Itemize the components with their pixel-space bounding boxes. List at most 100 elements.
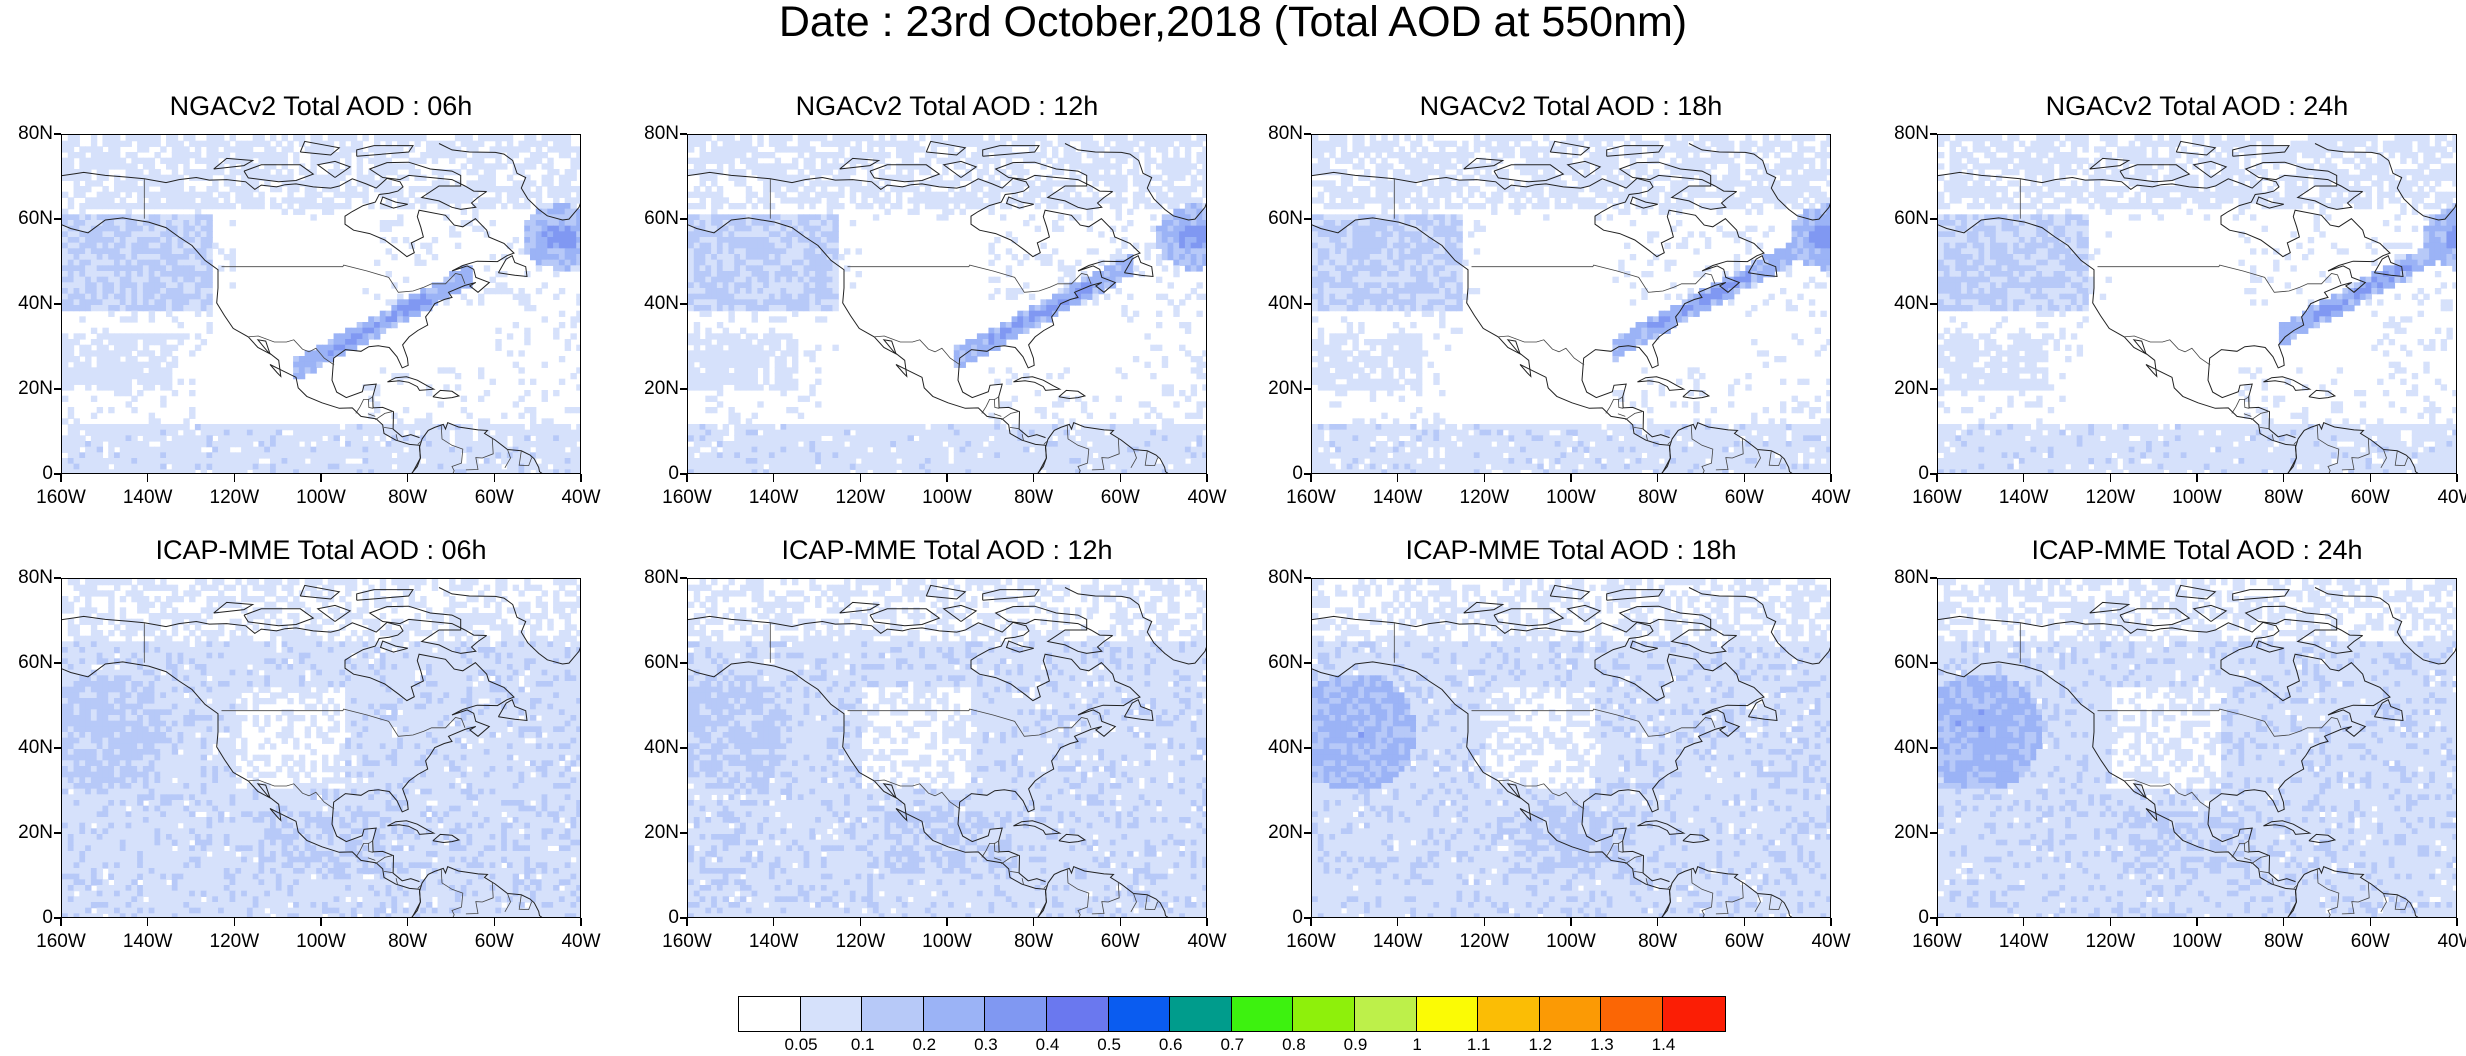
country-border (247, 335, 335, 366)
country-border (2097, 264, 2342, 293)
y-tick (680, 133, 687, 135)
country-border (1768, 450, 1783, 467)
x-tick (2456, 474, 2458, 482)
longitude-label: 140W (118, 488, 178, 508)
longitude-label: 100W (291, 932, 351, 952)
coastline (62, 615, 515, 883)
country-border (1066, 424, 1090, 473)
y-tick (54, 577, 61, 579)
colorbar-swatch (1601, 997, 1663, 1031)
colorbar-swatch (739, 997, 801, 1031)
country-border (465, 438, 494, 471)
country-border (1009, 871, 1019, 874)
y-tick (1304, 218, 1311, 220)
latitude-label: 0 (635, 908, 679, 928)
coastline (688, 171, 1141, 439)
colorbar-swatch (1170, 997, 1232, 1031)
coastline (411, 866, 543, 917)
coastline (1123, 698, 1154, 722)
colorbar-label: 0.8 (1269, 1036, 1319, 1054)
y-tick (1930, 473, 1937, 475)
coastline (497, 254, 528, 278)
y-tick (54, 218, 61, 220)
x-tick (2109, 474, 2112, 482)
country-border (2316, 424, 2340, 473)
country-border (465, 882, 494, 915)
colorbar-label: 1 (1392, 1036, 1442, 1054)
latitude-label: 20N (635, 379, 679, 399)
colorbar-label: 0.2 (899, 1036, 949, 1054)
colorbar-swatch (1354, 997, 1417, 1031)
coastline (2175, 140, 2217, 156)
country-border (1021, 434, 1024, 441)
country-border (417, 441, 422, 445)
y-tick (54, 832, 61, 834)
coastline (438, 587, 580, 665)
coastline (2373, 254, 2404, 278)
country-border (1715, 882, 1744, 915)
aod-map (1937, 578, 2457, 918)
country-border (1043, 441, 1048, 445)
x-tick (1206, 918, 1208, 926)
country-border (417, 885, 422, 889)
x-tick (580, 918, 582, 926)
y-tick (1930, 832, 1937, 834)
country-border (518, 894, 533, 911)
latitude-label: 20N (1885, 379, 1929, 399)
coastline (243, 164, 315, 183)
y-tick (1304, 747, 1311, 749)
country-border (367, 857, 376, 861)
coastline (1493, 608, 1565, 627)
country-border (1001, 854, 1020, 865)
country-border (981, 840, 999, 858)
y-tick (54, 133, 61, 135)
coastline (411, 422, 543, 473)
longitude-label: 140W (1368, 488, 1428, 508)
coastline (213, 157, 255, 170)
coastline (839, 601, 881, 614)
y-tick (1304, 832, 1311, 834)
coastline (1938, 661, 2297, 917)
country-border (1618, 842, 1624, 853)
country-border (2123, 335, 2211, 366)
aod-map (687, 578, 1207, 918)
country-border (2097, 708, 2342, 737)
y-tick (1930, 662, 1937, 664)
latitude-label: 20N (9, 823, 53, 843)
colorbar-swatch (1416, 997, 1479, 1031)
coastline (2192, 160, 2228, 178)
country-border (355, 840, 373, 858)
y-tick (680, 917, 687, 919)
coastline (1637, 376, 1686, 391)
country-border (247, 779, 335, 810)
y-tick (680, 473, 687, 475)
coastline (1566, 160, 1602, 178)
country-border (2123, 779, 2211, 810)
y-tick (1930, 388, 1937, 390)
x-tick (233, 474, 236, 482)
panel-title: ICAP-MME Total AOD : 06h (21, 534, 621, 566)
longitude-label: 100W (2167, 932, 2227, 952)
country-border (440, 868, 464, 917)
coastline (1123, 254, 1154, 278)
aod-shading (62, 135, 580, 473)
country-border (504, 893, 511, 912)
country-border (2251, 854, 2270, 865)
longitude-label: 160W (657, 932, 717, 952)
country-border (2293, 441, 2298, 445)
coastline (1938, 171, 2391, 439)
longitude-label: 100W (917, 488, 977, 508)
country-border (873, 779, 961, 810)
country-border (2341, 882, 2370, 915)
coastline (356, 589, 414, 601)
country-border (1667, 885, 1672, 889)
aod-map (61, 578, 581, 918)
aod-shading (1312, 135, 1830, 473)
coastline (1566, 604, 1602, 622)
y-tick (1930, 917, 1937, 919)
y-tick (1930, 133, 1937, 135)
coastline (942, 160, 978, 178)
map-panel: ICAP-MME Total AOD : 18h 80N 60N 40N 20N 0 160… (1268, 535, 1850, 952)
country-border (1645, 878, 1648, 885)
coastline (2255, 196, 2284, 209)
